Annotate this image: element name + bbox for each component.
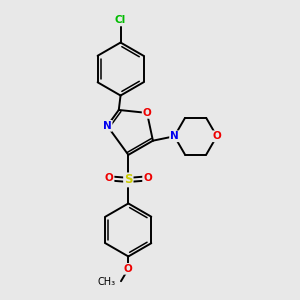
Text: O: O [212, 131, 221, 141]
Text: O: O [142, 108, 152, 118]
Text: N: N [103, 121, 112, 131]
Text: Cl: Cl [115, 15, 126, 26]
Text: O: O [105, 173, 114, 183]
Text: S: S [124, 173, 133, 186]
Text: O: O [143, 173, 152, 183]
Text: O: O [124, 264, 133, 274]
Text: CH₃: CH₃ [98, 277, 116, 287]
Text: N: N [170, 131, 179, 141]
